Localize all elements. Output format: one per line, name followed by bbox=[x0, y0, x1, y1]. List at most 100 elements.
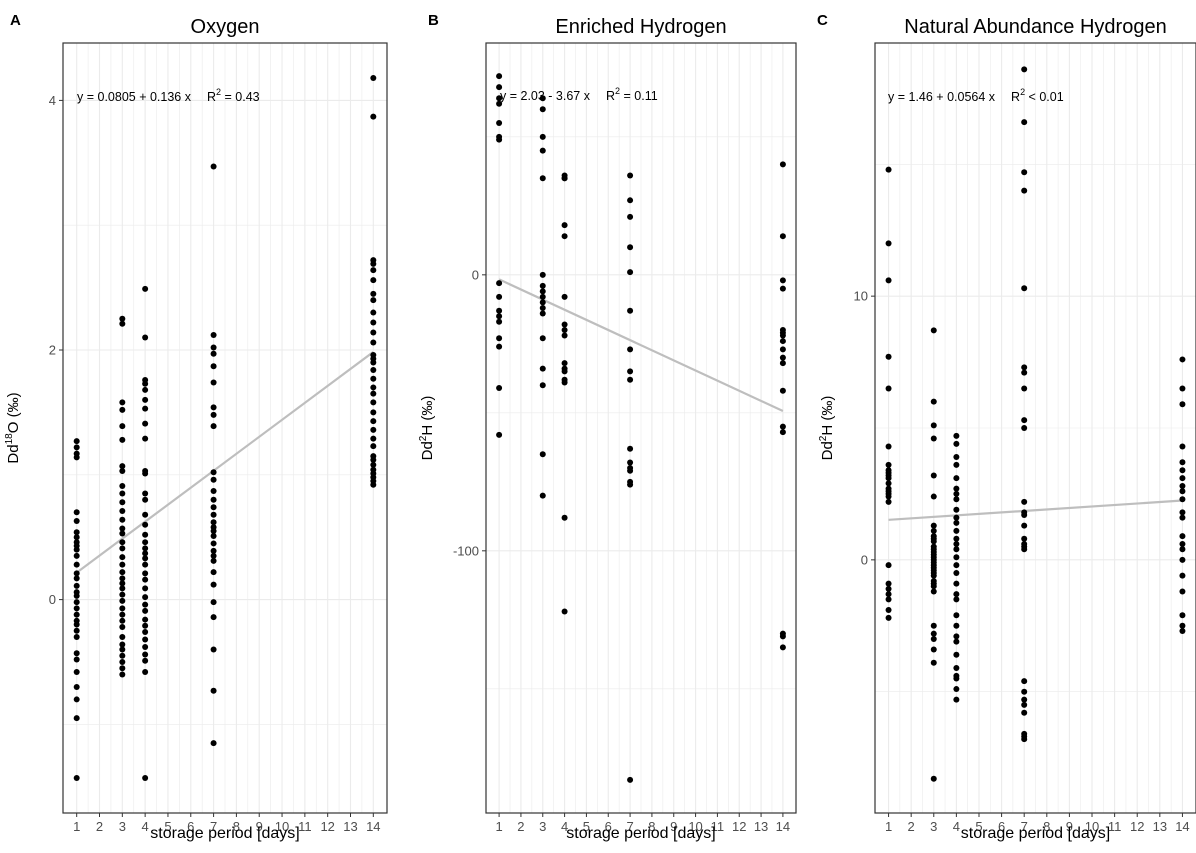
data-point bbox=[210, 404, 217, 411]
data-point bbox=[779, 332, 786, 339]
data-point bbox=[73, 517, 80, 524]
data-point bbox=[119, 561, 126, 568]
data-point bbox=[119, 597, 126, 604]
data-point bbox=[1179, 541, 1186, 548]
data-point bbox=[930, 398, 937, 405]
data-point bbox=[142, 545, 149, 552]
data-point bbox=[953, 638, 960, 645]
x-tick-label: 6 bbox=[998, 819, 1005, 834]
panel-tag: C bbox=[817, 12, 828, 29]
x-tick-label: 4 bbox=[953, 819, 960, 834]
data-point bbox=[142, 531, 149, 538]
data-point bbox=[930, 630, 937, 637]
data-point bbox=[142, 644, 149, 651]
data-point bbox=[1021, 696, 1028, 703]
data-point bbox=[142, 386, 149, 393]
data-point bbox=[370, 319, 377, 326]
x-tick-label: 2 bbox=[517, 819, 524, 834]
data-point bbox=[779, 360, 786, 367]
data-point bbox=[779, 429, 786, 436]
regression-equation: y = 2.03 - 3.67 x R2 = 0.11 bbox=[500, 86, 658, 103]
x-tick-label: 6 bbox=[605, 819, 612, 834]
data-point bbox=[885, 385, 892, 392]
data-point bbox=[142, 470, 149, 477]
data-point bbox=[142, 594, 149, 601]
data-point bbox=[885, 580, 892, 587]
data-point bbox=[73, 650, 80, 657]
data-point bbox=[210, 532, 217, 539]
data-point bbox=[953, 440, 960, 447]
data-point bbox=[496, 136, 503, 143]
data-point bbox=[953, 596, 960, 603]
data-point bbox=[539, 133, 546, 140]
data-point bbox=[539, 288, 546, 295]
panel-tag: A bbox=[10, 12, 21, 29]
data-point bbox=[142, 490, 149, 497]
data-point bbox=[627, 478, 634, 485]
data-point bbox=[953, 686, 960, 693]
data-point bbox=[119, 463, 126, 470]
data-point bbox=[539, 365, 546, 372]
data-point bbox=[73, 634, 80, 641]
data-point bbox=[370, 74, 377, 81]
data-point bbox=[953, 554, 960, 561]
data-point bbox=[953, 651, 960, 658]
data-point bbox=[119, 658, 126, 665]
data-point bbox=[779, 285, 786, 292]
data-point bbox=[539, 271, 546, 278]
data-point bbox=[627, 467, 634, 474]
equation-r-label: R bbox=[207, 90, 216, 104]
data-point bbox=[142, 496, 149, 503]
data-point bbox=[1179, 509, 1186, 516]
data-point bbox=[370, 260, 377, 267]
data-point bbox=[561, 327, 568, 334]
data-point bbox=[119, 591, 126, 598]
data-point bbox=[119, 611, 126, 618]
data-point bbox=[953, 580, 960, 587]
data-point bbox=[1021, 187, 1028, 194]
data-point bbox=[142, 396, 149, 403]
data-point bbox=[1179, 443, 1186, 450]
data-point bbox=[210, 350, 217, 357]
data-point bbox=[119, 665, 126, 672]
data-point bbox=[930, 472, 937, 479]
y-axis-label-base: Dd bbox=[819, 441, 836, 460]
data-point bbox=[930, 493, 937, 500]
data-point bbox=[953, 591, 960, 598]
x-tick-label: 4 bbox=[561, 819, 568, 834]
data-point bbox=[73, 444, 80, 451]
data-point bbox=[73, 561, 80, 568]
data-point bbox=[627, 269, 634, 276]
data-point bbox=[370, 443, 377, 450]
data-point bbox=[496, 73, 503, 80]
data-point bbox=[73, 627, 80, 634]
data-point bbox=[953, 570, 960, 577]
data-point bbox=[370, 309, 377, 316]
data-point bbox=[539, 310, 546, 317]
data-point bbox=[561, 608, 568, 615]
x-tick-label: 7 bbox=[210, 819, 217, 834]
data-point bbox=[561, 368, 568, 375]
data-point bbox=[142, 570, 149, 577]
data-point bbox=[210, 687, 217, 694]
x-tick-label: 2 bbox=[96, 819, 103, 834]
data-point bbox=[953, 535, 960, 542]
equation-r-label: R bbox=[606, 89, 615, 103]
data-point bbox=[779, 161, 786, 168]
data-point bbox=[210, 423, 217, 430]
x-tick-label: 6 bbox=[187, 819, 194, 834]
x-tick-label: 9 bbox=[1066, 819, 1073, 834]
data-point bbox=[119, 406, 126, 413]
data-point bbox=[1021, 169, 1028, 176]
data-point bbox=[210, 411, 217, 418]
data-point bbox=[142, 775, 149, 782]
data-point bbox=[370, 426, 377, 433]
data-point bbox=[1179, 483, 1186, 490]
x-tick-label: 8 bbox=[233, 819, 240, 834]
data-point bbox=[370, 297, 377, 304]
data-point bbox=[779, 423, 786, 430]
equation-r-label: R bbox=[1011, 90, 1020, 104]
data-point bbox=[119, 634, 126, 641]
x-tick-label: 9 bbox=[256, 819, 263, 834]
data-point bbox=[142, 622, 149, 629]
